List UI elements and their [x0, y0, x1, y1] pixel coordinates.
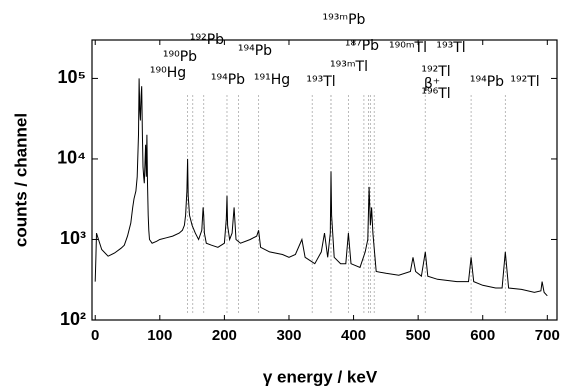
x-tick-label: 300	[276, 327, 301, 344]
peak-label: ¹⁹⁰ᵐTl	[389, 40, 427, 56]
peak-label: ¹⁹²Tl	[510, 74, 539, 90]
peak-label: ¹⁹⁰Hg	[150, 65, 186, 81]
y-tick-label: 10³	[60, 228, 86, 248]
peak-label: ¹⁹⁴Pb	[238, 43, 272, 59]
peak-label: ¹⁹⁴Pb	[470, 74, 504, 90]
y-tick-label: 10⁴	[57, 148, 86, 168]
peak-label: ¹⁹⁰Pb	[163, 49, 197, 65]
spectrum-line	[94, 78, 548, 297]
peak-label: ¹⁹¹Hg	[254, 72, 290, 88]
plot-frame	[91, 39, 558, 321]
y-tick-label: 10²	[60, 309, 86, 329]
x-tick-label: 200	[212, 327, 237, 344]
y-axis-label: counts / channel	[11, 113, 30, 247]
peak-label: ¹⁹³Tl	[306, 74, 335, 90]
x-tick-label: 400	[341, 327, 366, 344]
peak-label: ¹⁹²Pb	[190, 32, 224, 48]
x-tick-label: 100	[147, 327, 172, 344]
peak-label: ¹⁹⁴Pb	[211, 72, 245, 88]
x-tick-label: 600	[470, 327, 495, 344]
peak-label: ¹⁹²Tl	[421, 64, 450, 80]
peak-label: ¹⁸⁷Pb	[345, 38, 379, 54]
x-tick-label: 700	[535, 327, 560, 344]
peak-label: ¹⁹³Tl	[436, 40, 465, 56]
x-tick-label: 0	[91, 327, 99, 344]
x-tick-label: 500	[406, 327, 431, 344]
y-tick-label: 10⁵	[58, 67, 86, 87]
peak-label: ¹⁹⁶Tl	[421, 86, 450, 102]
peak-label: ¹⁹³ᵐPb	[323, 12, 366, 28]
x-axis-label: γ energy / keV	[263, 367, 378, 386]
peak-label: β⁺	[424, 76, 440, 92]
peak-label: ¹⁹³ᵐTl	[330, 59, 368, 75]
